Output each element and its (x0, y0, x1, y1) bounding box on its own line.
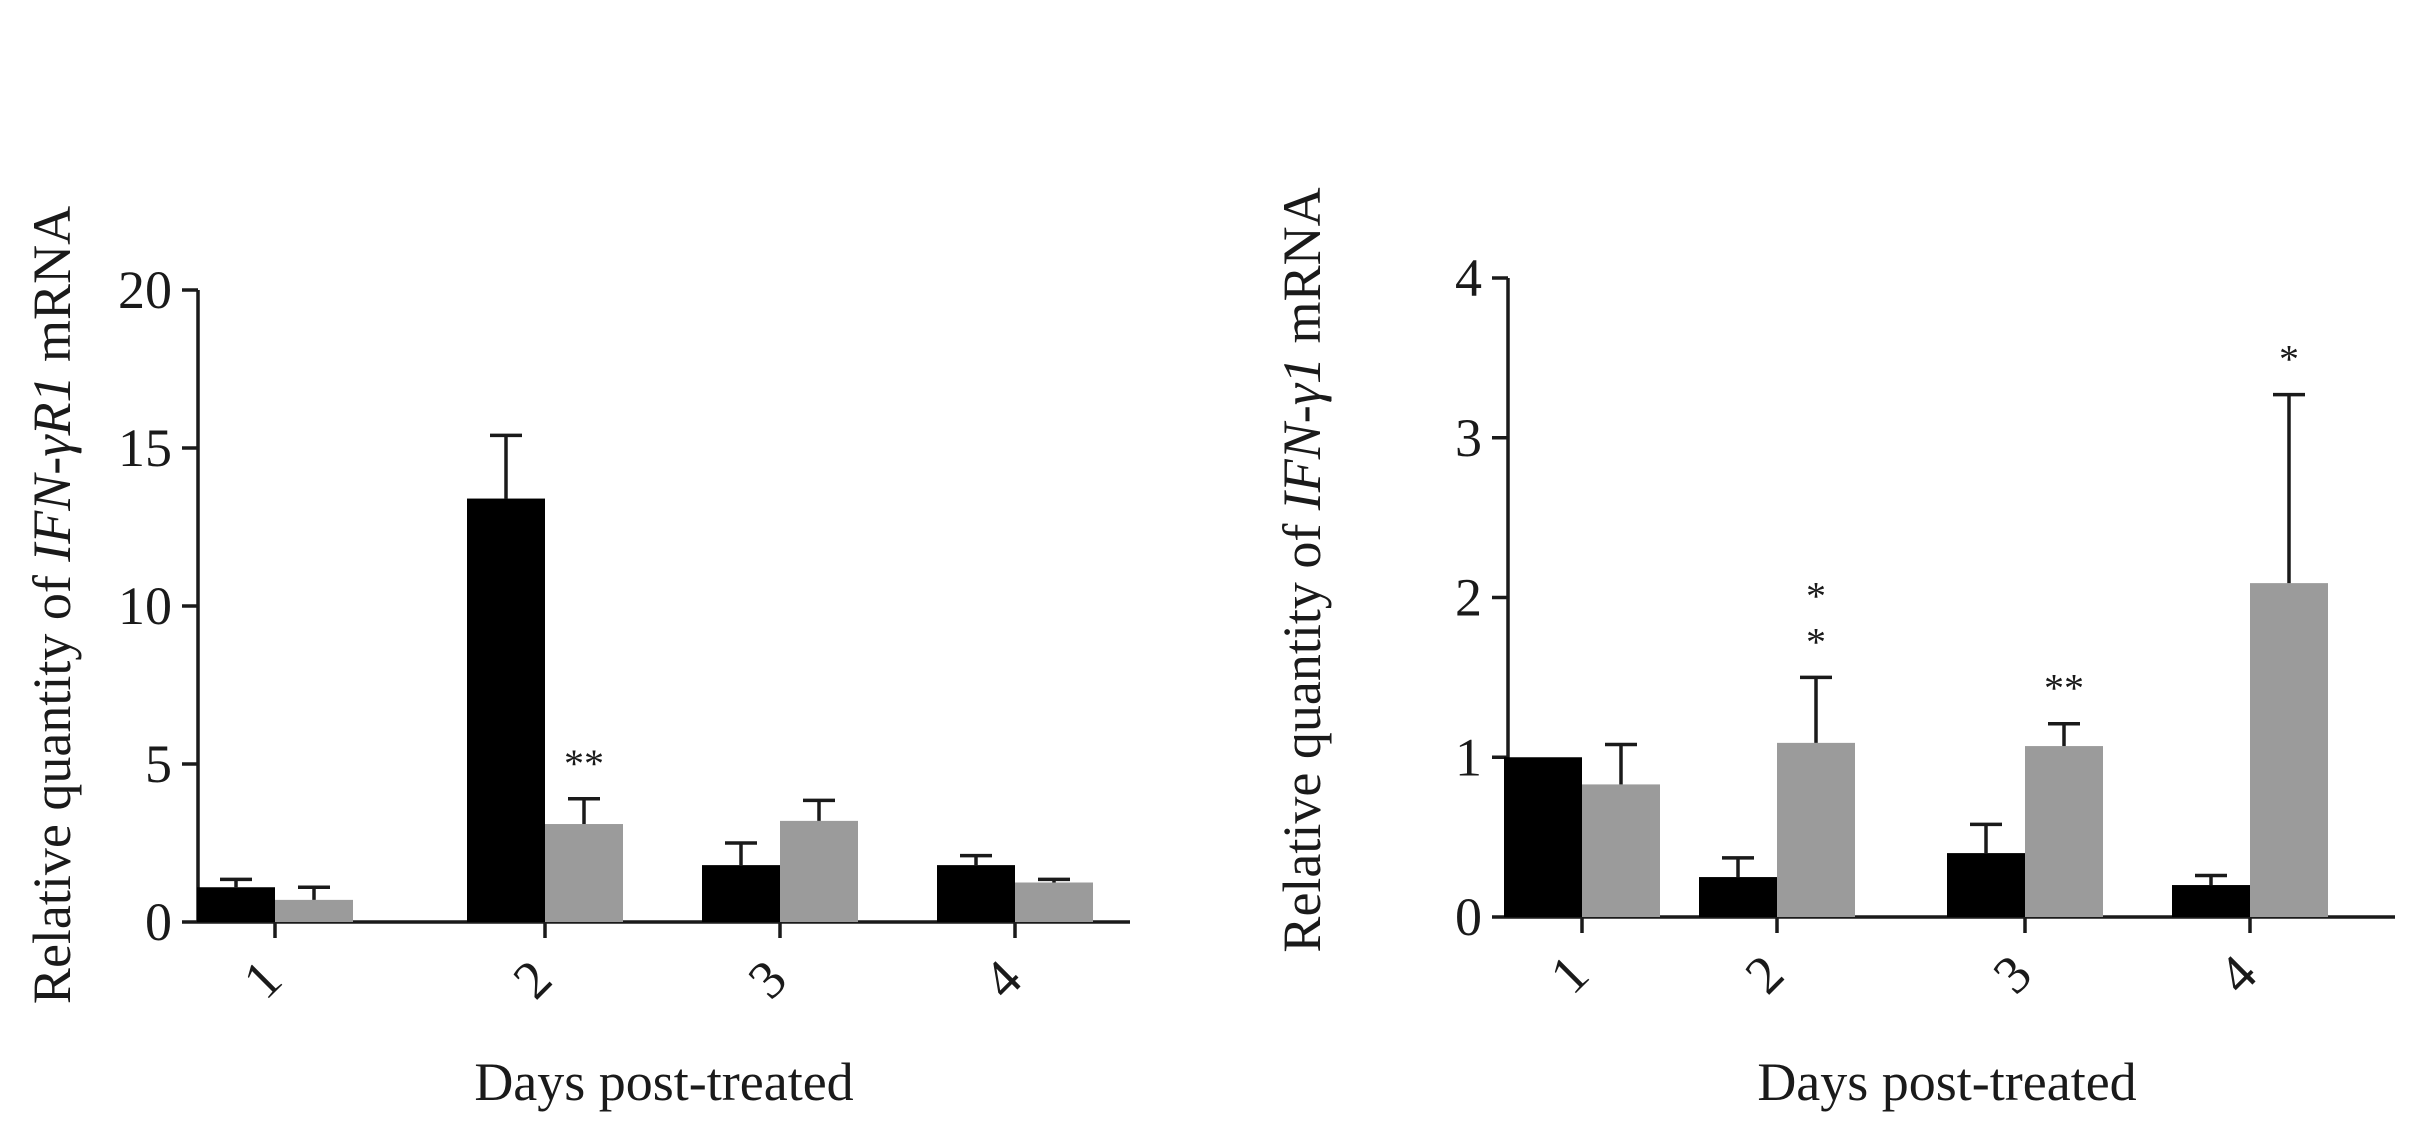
bar-series-2 (780, 820, 858, 922)
bar-series-2 (2025, 746, 2103, 917)
x-tick-label: 1 (1539, 944, 1601, 1006)
y-tick-label: 2 (1455, 568, 1482, 628)
y-tick-label: 1 (1455, 727, 1482, 787)
bar-series-1 (467, 498, 545, 922)
significance-marker: ** (564, 741, 604, 786)
bar-series-2 (1582, 784, 1660, 917)
y-axis-title-gene: IFN-γR1 (22, 375, 82, 562)
bar-series-2 (275, 899, 353, 922)
bar-series-1 (702, 865, 780, 922)
bar-series-1 (937, 865, 1015, 922)
x-axis-title: Days post-treated (1757, 1052, 2136, 1112)
x-tick-label: 2 (1734, 944, 1796, 1006)
bar-series-2 (1015, 882, 1093, 922)
y-axis-title-text: Relative quantity of (22, 562, 82, 1004)
x-tick-label: 3 (1982, 944, 2044, 1006)
x-axis-title: Days post-treated (474, 1052, 853, 1112)
y-tick-label: 0 (1455, 887, 1482, 947)
y-tick-label: 20 (118, 260, 172, 320)
bar-series-2 (545, 824, 623, 922)
x-tick-label: 2 (502, 949, 564, 1011)
y-axis-title-text: mRNA (1272, 187, 1332, 357)
y-axis-title: Relative quantity of IFN-γ1 mRNA (1272, 187, 1332, 952)
y-axis-title-text: mRNA (22, 206, 82, 376)
y-axis-title-text: Relative quantity of (1272, 510, 1332, 952)
y-tick-label: 10 (118, 576, 172, 636)
bar-series-1 (197, 887, 275, 922)
significance-marker: ** (2044, 666, 2084, 711)
y-tick-label: 4 (1455, 248, 1482, 308)
y-tick-label: 5 (145, 734, 172, 794)
bar-series-2 (2250, 583, 2328, 917)
bar-series-1 (1947, 853, 2025, 917)
x-tick-label: 4 (2207, 944, 2269, 1006)
left-chart-panel: 0 5 10 15 20 1 2 3 4 ** Relative quantity of IFN-γ… (22, 206, 1130, 1112)
x-tick-label: 1 (232, 949, 294, 1011)
x-tick-label: 3 (737, 949, 799, 1011)
significance-marker: * (1806, 619, 1826, 664)
bar-series-1 (2172, 885, 2250, 917)
x-tick-label: 4 (972, 949, 1034, 1011)
y-tick-label: 15 (118, 418, 172, 478)
y-axis-title: Relative quantity of IFN-γR1 mRNA (22, 206, 82, 1004)
y-tick-label: 3 (1455, 408, 1482, 468)
bar-series-2 (1777, 742, 1855, 917)
significance-marker: * (2279, 337, 2299, 382)
y-axis-title-gene: IFN-γ1 (1272, 357, 1332, 511)
bar-series-1 (1699, 877, 1777, 917)
bar-series-1 (1504, 757, 1582, 917)
significance-marker: * (1806, 573, 1826, 618)
y-tick-label: 0 (145, 892, 172, 952)
